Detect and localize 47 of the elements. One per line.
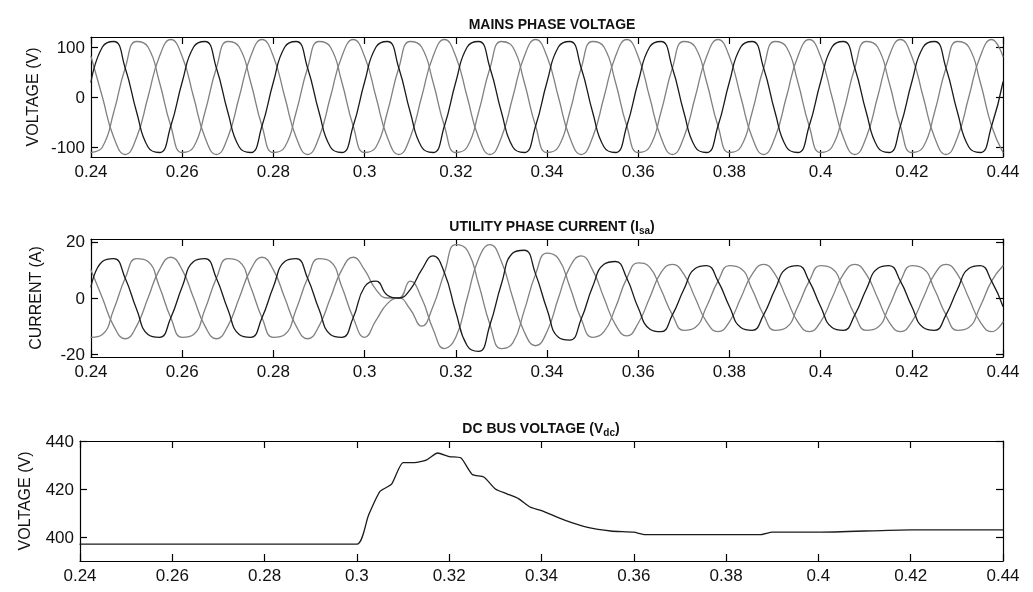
x-tick-label: 0.3 [345,566,369,585]
y-tick-label: -20 [60,344,85,364]
x-tick-label: 0.24 [63,566,97,585]
x-tick-label: 0.34 [530,162,564,181]
x-tick-label: 0.36 [621,362,655,381]
x-tick-label: 0.28 [256,162,290,181]
x-tick-label: 0.32 [439,362,473,381]
y-tick-label: -100 [50,137,85,157]
x-tick-label: 0.24 [74,362,108,381]
y-tick-label: 420 [45,479,74,499]
chart-title: MAINS PHASE VOLTAGE [468,16,636,32]
x-tick-label: 0.36 [617,566,651,585]
x-tick-label: 0.4 [808,162,833,181]
x-tick-label: 0.34 [524,566,559,585]
y-axis-title: VOLTAGE (V) [23,47,41,147]
x-tick-label: 0.38 [712,162,746,181]
line-series [79,452,1004,545]
x-tick-label: 0.34 [530,362,564,381]
x-tick-label: 0.4 [806,566,831,585]
x-tick-label: 0.26 [165,162,199,181]
x-tick-label: 0.38 [709,566,743,585]
x-tick-label: 0.38 [712,362,746,381]
y-axis-title: VOLTAGE (V) [15,451,33,551]
x-tick-label: 0.42 [895,162,929,181]
x-tick-label: 0.3 [352,162,377,181]
y-tick-label: 400 [45,527,74,547]
y-tick-label: 100 [56,37,85,57]
x-tick-label: 0.44 [986,566,1020,585]
x-tick-label: 0.36 [621,162,655,181]
y-axis-title: CURRENT (A) [26,246,44,350]
x-tick-label: 0.26 [155,566,189,585]
x-tick-label: 0.32 [439,162,473,181]
x-tick-label: 0.4 [808,362,833,381]
x-tick-label: 0.28 [248,566,282,585]
y-tick-label: 20 [66,232,85,252]
y-tick-label: 440 [45,431,74,451]
x-tick-label: 0.3 [352,362,377,381]
y-tick-label: 0 [75,288,85,308]
x-tick-label: 0.24 [74,162,108,181]
x-tick-label: 0.44 [986,362,1020,381]
x-tick-label: 0.32 [432,566,466,585]
x-tick-label: 0.26 [165,362,199,381]
x-tick-label: 0.28 [256,362,290,381]
x-tick-label: 0.44 [986,162,1020,181]
y-tick-label: 0 [75,87,85,107]
x-tick-label: 0.42 [895,362,929,381]
x-tick-label: 0.42 [894,566,928,585]
